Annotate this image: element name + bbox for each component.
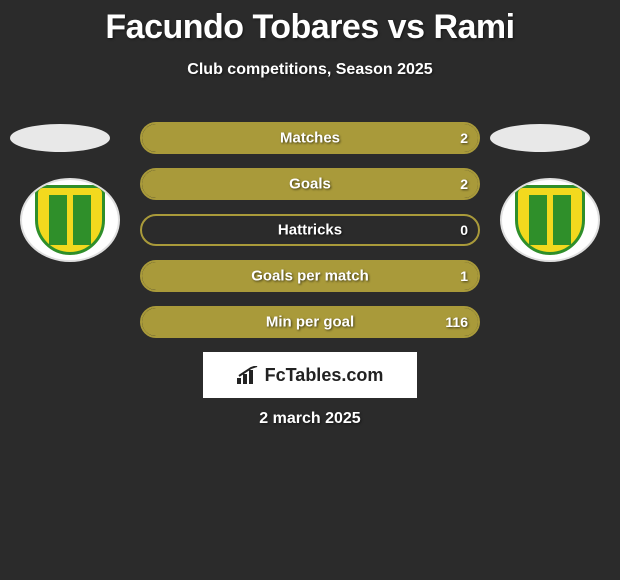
club-badge-left — [20, 178, 120, 262]
stat-label: Min per goal — [266, 314, 354, 331]
badge-shield-icon — [515, 185, 585, 255]
stats-container: Matches 2 Goals 2 Hattricks 0 Goals per match 1… — [140, 122, 480, 352]
watermark-text: FcTables.com — [265, 365, 384, 386]
stat-bar: Goals per match 1 — [140, 260, 480, 292]
stat-bar: Min per goal 116 — [140, 306, 480, 338]
chart-icon — [237, 366, 259, 384]
stat-label: Goals — [289, 176, 331, 193]
badge-shield-icon — [35, 185, 105, 255]
badge-stripe-icon — [553, 195, 571, 245]
club-badge-right-inner — [515, 185, 585, 255]
stat-bar: Hattricks 0 — [140, 214, 480, 246]
badge-stripe-icon — [529, 195, 547, 245]
stat-bar: Matches 2 — [140, 122, 480, 154]
stat-value-right: 1 — [460, 268, 468, 284]
stat-bar: Goals 2 — [140, 168, 480, 200]
stat-value-right: 2 — [460, 176, 468, 192]
stat-value-right: 116 — [445, 314, 468, 330]
stat-value-right: 0 — [460, 222, 468, 238]
stat-label: Goals per match — [251, 268, 369, 285]
badge-stripe-icon — [49, 195, 67, 245]
stat-label: Matches — [280, 130, 340, 147]
page-title: Facundo Tobares vs Rami — [0, 0, 620, 47]
player-left-marker — [10, 124, 110, 152]
stat-label: Hattricks — [278, 222, 342, 239]
date-line: 2 march 2025 — [0, 410, 620, 428]
subtitle: Club competitions, Season 2025 — [0, 61, 620, 79]
club-badge-left-inner — [35, 185, 105, 255]
badge-stripe-icon — [73, 195, 91, 245]
stat-value-right: 2 — [460, 130, 468, 146]
watermark: FcTables.com — [203, 352, 417, 398]
club-badge-right — [500, 178, 600, 262]
player-right-marker — [490, 124, 590, 152]
